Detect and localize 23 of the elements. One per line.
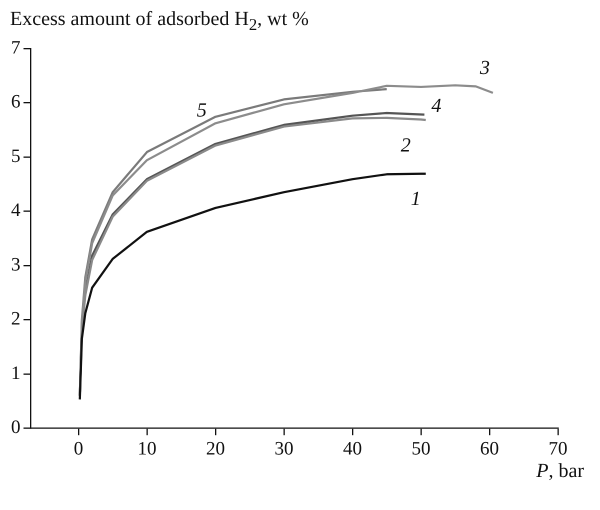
x-tick-label: 30 (274, 438, 294, 460)
y-tick-label: 7 (11, 37, 20, 58)
x-tick-label: 40 (342, 438, 362, 460)
series-label: 4 (431, 94, 442, 117)
x-tick-label: 10 (137, 438, 156, 460)
y-tick-label: 0 (11, 417, 20, 438)
y-tick-label: 5 (11, 146, 20, 167)
series-label: 3 (478, 57, 490, 80)
series-label: 2 (400, 134, 411, 156)
y-tick-label: 2 (11, 308, 20, 330)
x-tick-label: 20 (206, 438, 225, 460)
y-axis-title: Excess amount of adsorbed H$_{2}$, wt % (10, 8, 310, 34)
x-axis-title: P, bar (535, 460, 584, 483)
x-tick-label: 0 (74, 438, 84, 460)
x-tick-label: 60 (480, 438, 499, 460)
series-label: 1 (410, 188, 421, 210)
x-tick-label: 50 (411, 438, 430, 460)
y-tick-label: 1 (11, 362, 20, 384)
y-tick-label: 4 (11, 200, 21, 222)
y-tick-label: 3 (11, 254, 20, 276)
y-tick-label: 6 (11, 92, 20, 113)
series-label: 5 (196, 99, 207, 122)
x-tick-label: 70 (548, 438, 568, 460)
